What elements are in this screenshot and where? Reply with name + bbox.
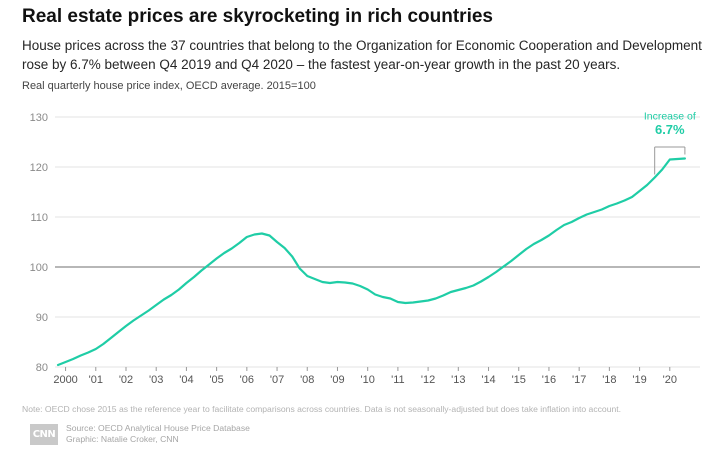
y-tick-label: 90 <box>36 312 48 324</box>
x-tick-label: '15 <box>512 374 526 386</box>
annotation-value: 6.7% <box>655 122 685 137</box>
footnote: Note: OECD chose 2015 as the reference y… <box>22 404 622 414</box>
x-tick-label: '16 <box>542 374 556 386</box>
credits: Source: OECD Analytical House Price Data… <box>66 423 250 445</box>
y-tick-label: 130 <box>30 112 48 124</box>
y-tick-label: 110 <box>30 212 48 224</box>
y-tick-label: 100 <box>30 262 48 274</box>
x-tick-label: '14 <box>481 374 495 386</box>
y-tick-label: 80 <box>36 362 48 374</box>
x-tick-label: '18 <box>602 374 616 386</box>
series-line <box>56 157 687 367</box>
x-tick-label: '08 <box>300 374 314 386</box>
x-tick-label: '11 <box>391 374 405 386</box>
chart-subtitle: House prices across the 37 countries tha… <box>22 38 702 72</box>
x-tick-label: '01 <box>89 374 103 386</box>
x-tick-label: '05 <box>209 374 223 386</box>
x-tick-label: '20 <box>663 374 677 386</box>
unit-label: Real quarterly house price index, OECD a… <box>22 80 316 92</box>
x-tick-label: '10 <box>361 374 375 386</box>
x-tick-label: '09 <box>330 374 344 386</box>
x-tick-label: '06 <box>240 374 254 386</box>
x-tick-label: '03 <box>149 374 163 386</box>
x-tick-label: '12 <box>421 374 435 386</box>
source-credit: Source: OECD Analytical House Price Data… <box>66 423 250 433</box>
x-tick-label: '13 <box>451 374 465 386</box>
x-tick-label: '19 <box>632 374 646 386</box>
cnn-logo: CNN <box>30 424 58 445</box>
x-tick-label: '17 <box>572 374 586 386</box>
x-tick-label: 2000 <box>53 374 77 386</box>
chart-title: Real estate prices are skyrocketing in r… <box>22 6 493 27</box>
x-tick-label: '07 <box>270 374 284 386</box>
x-tick-label: '04 <box>179 374 193 386</box>
line-chart: 80 90 100 110 120 130 2000 '01 '02 '03 '04 '05 '06 '0… <box>30 111 700 386</box>
x-tick-label: '02 <box>119 374 133 386</box>
y-tick-label: 120 <box>30 162 48 174</box>
graphic-credit: Graphic: Natalie Croker, CNN <box>66 434 179 444</box>
annotation-label: Increase of <box>644 111 696 123</box>
